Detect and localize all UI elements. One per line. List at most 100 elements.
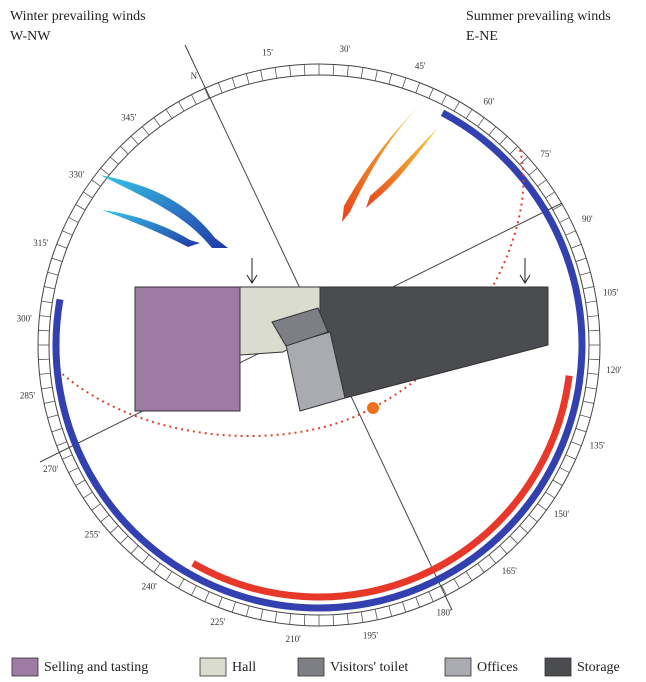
ring-tick [120, 535, 129, 544]
ring-tick [465, 109, 473, 119]
ring-tick [260, 609, 264, 620]
ring-tick [332, 64, 335, 76]
winter-wind [100, 175, 228, 248]
ring-tick [191, 585, 197, 596]
ring-tick [453, 578, 460, 589]
degree-label: 270' [43, 464, 59, 474]
ring-tick [402, 601, 407, 613]
ring-tick [217, 596, 223, 608]
ring-tick [477, 117, 485, 127]
ring-tick [47, 414, 59, 419]
ring-tick [100, 167, 110, 176]
ring-tick [178, 101, 185, 112]
ring-tick [545, 191, 555, 199]
ring-tick [415, 82, 421, 94]
degree-label: 195' [363, 631, 379, 641]
ring-tick [289, 65, 292, 77]
ring-tick [38, 358, 50, 361]
selling-and-tasting-room [134, 286, 241, 412]
ring-tick [62, 454, 73, 460]
ring-tick [388, 73, 393, 85]
ring-tick [91, 179, 101, 187]
entrance-arrows [246, 258, 531, 284]
winter-title: Winter prevailing winds [10, 9, 146, 24]
ring-tick [441, 585, 447, 596]
ring-tick [47, 271, 59, 276]
summer-sun-arc [191, 375, 573, 601]
ring-tick [583, 286, 594, 290]
ring-tick [488, 126, 497, 136]
degree-label: 60' [483, 97, 494, 107]
ring-tick [428, 88, 434, 99]
degree-label: 75' [540, 149, 551, 159]
ring-tick [204, 88, 210, 99]
ring-tick [44, 286, 55, 290]
degree-label: 120' [606, 365, 622, 375]
ring-tick [62, 230, 73, 236]
ring-tick [565, 230, 576, 236]
ring-tick [453, 101, 460, 112]
legend-swatch [11, 657, 39, 677]
ring-tick [575, 428, 587, 433]
ring-tick [332, 614, 335, 626]
degree-label: 105' [603, 288, 619, 298]
ring-tick [39, 372, 51, 375]
ring-tick [51, 428, 63, 433]
winter-wind [102, 210, 200, 247]
ring-tick [41, 300, 53, 304]
ring-tick [499, 135, 508, 145]
summer-wind [366, 128, 438, 208]
summer-title: Summer prevailing winds [466, 9, 611, 24]
ring-tick [56, 441, 68, 447]
ring-tick [519, 525, 529, 534]
ring-tick [83, 191, 93, 199]
ring-tick [559, 217, 570, 223]
ring-tick [178, 578, 185, 589]
ring-tick [552, 479, 563, 486]
ring-tick [570, 441, 582, 447]
winter-sun-arc [52, 109, 586, 612]
legend-swatch [444, 657, 472, 677]
degree-label: 240' [142, 582, 158, 592]
ring-tick [44, 400, 55, 404]
degree-label: 180' [437, 607, 453, 617]
ring-tick [537, 503, 547, 511]
ring-tick [579, 414, 591, 419]
summer-wind [342, 100, 425, 222]
ring-tick [346, 613, 349, 625]
ring-tick [428, 591, 434, 602]
legend-label: Hall [232, 660, 256, 675]
ring-tick [130, 135, 139, 145]
degree-label: 345' [121, 112, 137, 122]
ring-tick [204, 591, 210, 602]
ring-tick [289, 613, 292, 625]
ring-tick [41, 386, 53, 390]
ring-tick [588, 329, 600, 332]
ring-tick [559, 467, 570, 473]
legend: Selling and tasting Hall Visitors' toilet O… [11, 657, 620, 677]
ring-tick [68, 467, 79, 473]
degree-label: 300' [17, 313, 33, 323]
ring-tick [68, 217, 79, 223]
ring-tick [575, 257, 587, 262]
ring-tick [83, 491, 93, 499]
legend-label: Offices [477, 660, 518, 675]
ring-tick [109, 156, 119, 165]
ring-tick [465, 571, 473, 581]
ring-tick [231, 77, 236, 89]
ring-tick [191, 94, 197, 105]
ring-tick [374, 609, 378, 620]
visitors-toilet [271, 307, 329, 347]
ring-tick [499, 545, 508, 555]
ring-tick [141, 554, 150, 564]
ring-tick [528, 514, 538, 523]
ring-tick [588, 358, 600, 361]
degree-label: 30' [339, 44, 350, 54]
summer-direction: E-NE [466, 29, 498, 44]
degree-label: 210' [286, 634, 302, 644]
ring-tick [38, 329, 50, 332]
degree-label: 285' [20, 390, 36, 400]
ring-tick [39, 315, 51, 318]
ring-tick [388, 605, 393, 617]
degree-label: N [191, 71, 198, 81]
